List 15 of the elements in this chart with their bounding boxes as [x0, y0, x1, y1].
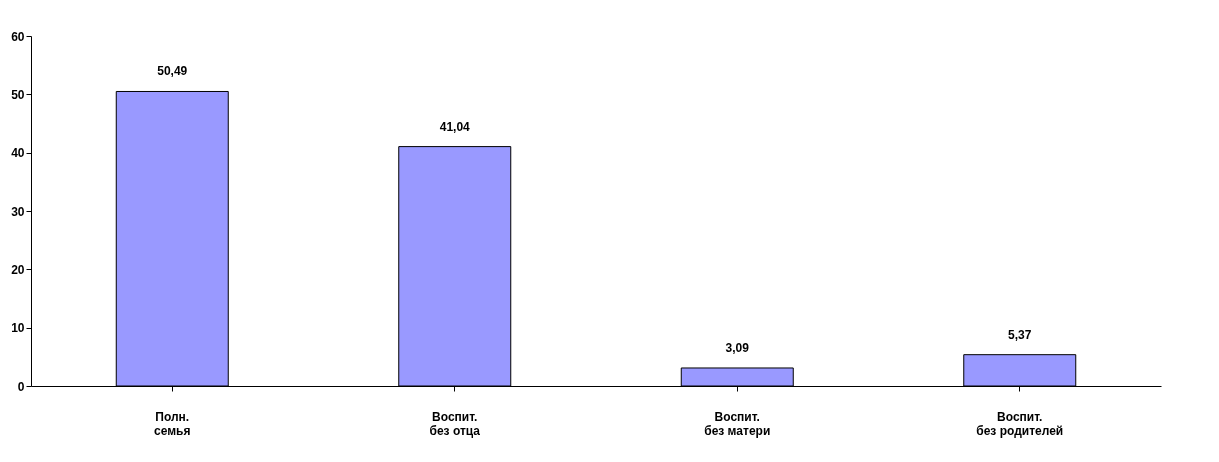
y-tick-label: 0: [17, 379, 25, 394]
y-tick-label: 10: [11, 321, 25, 336]
x-tick-label: Воспит. без отца: [429, 409, 481, 438]
y-tick-label: 40: [11, 146, 25, 161]
data-label: 50,49: [157, 64, 188, 79]
data-label: 3,09: [725, 340, 750, 355]
data-label: 5,37: [1008, 327, 1032, 342]
y-tick-label: 60: [11, 29, 25, 44]
y-tick-label: 30: [11, 204, 25, 219]
x-tick-label: Воспит. без матери: [704, 409, 771, 438]
y-tick-label: 20: [11, 262, 25, 277]
x-tick-label: Полн. семья: [154, 409, 191, 438]
x-tick-label: Воспит. без родителей: [976, 409, 1064, 438]
y-tick-label: 50: [11, 87, 25, 102]
data-label: 41,04: [439, 119, 471, 134]
